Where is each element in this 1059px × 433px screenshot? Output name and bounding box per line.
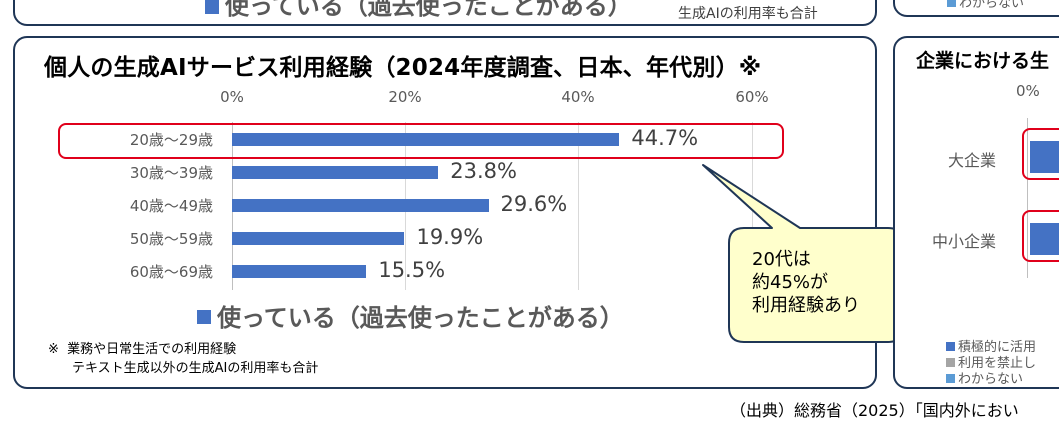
legend-label: 積極的に活用 (958, 340, 1037, 355)
enterprise-highlight-box (1022, 210, 1059, 262)
previous-chart-legend: 使っている（過去使ったことがある） (205, 0, 632, 21)
previous-right-panel (893, 0, 1059, 17)
legend-swatch-icon (946, 374, 955, 383)
enterprise-chart-panel (893, 36, 1059, 389)
x-tick: 60% (735, 88, 769, 106)
callout-text: 20代は 約45%が 利用経験あり (752, 248, 860, 317)
enterprise-legend: 積極的に活用 利用を禁止し わからない (946, 340, 1036, 388)
category-label: 40歳～49歳 (129, 197, 213, 215)
category-label: 60歳～69歳 (129, 263, 213, 281)
bar (232, 265, 367, 278)
value-label: 23.8% (450, 159, 517, 183)
value-label: 19.9% (416, 225, 484, 249)
enterprise-x-tick: 0% (1016, 82, 1040, 100)
enterprise-category: 中小企業 (932, 232, 997, 251)
previous-chart-note: 生成AIの利用率も合計 (678, 6, 818, 22)
previous-chart-panel (13, 0, 877, 26)
value-label: 29.6% (500, 192, 568, 216)
legend-swatch-icon (205, 0, 219, 14)
footnote-line2: テキスト生成以外の生成AIの利用率も合計 (72, 361, 319, 376)
enterprise-category: 大企業 (948, 151, 997, 170)
highlight-20s-box (58, 123, 784, 159)
enterprise-highlight-box (1022, 128, 1059, 180)
x-tick: 20% (388, 88, 422, 106)
enterprise-bar (1030, 223, 1059, 255)
footnote: ※ 業務や日常生活での利用経験 テキスト生成以外の生成AIの利用率も合計 (48, 340, 318, 378)
legend-swatch-icon (947, 0, 956, 7)
bar (232, 232, 405, 245)
footnote-line1: 業務や日常生活での利用経験 (67, 342, 237, 357)
callout-line: 20代は (752, 249, 811, 270)
legend-label: 利用を禁止し (958, 356, 1037, 371)
value-label: 15.5% (378, 258, 446, 282)
previous-right-legend-label: わからない (959, 0, 1025, 11)
footnote-mark: ※ (48, 342, 59, 357)
bar (232, 133, 620, 146)
legend-swatch-icon (197, 310, 211, 324)
category-label: 30歳～39歳 (129, 164, 213, 182)
category-label: 20歳～29歳 (129, 131, 213, 149)
legend-swatch-icon (946, 342, 955, 351)
previous-right-legend: わからない (947, 0, 1024, 11)
enterprise-chart-title: 企業における生 (916, 50, 1050, 72)
enterprise-y-axis-line (1027, 118, 1028, 278)
legend-label: わからない (958, 372, 1024, 387)
callout-line: 利用経験あり (752, 295, 860, 316)
legend-label: 使っている（過去使ったことがある） (217, 304, 624, 332)
bar (232, 199, 489, 212)
x-tick: 40% (561, 88, 595, 106)
x-tick: 0% (220, 88, 244, 106)
source-citation: （出典）総務省（2025）「国内外におい (730, 401, 1019, 420)
enterprise-bar (1030, 141, 1059, 173)
chart-legend: 使っている（過去使ったことがある） (197, 298, 624, 333)
enterprise-legend-item: 積極的に活用 (946, 340, 1036, 356)
chart-title: 個人の生成AIサービス利用経験（2024年度調査、日本、年代別）※ (44, 55, 762, 81)
callout-line: 約45%が (752, 272, 829, 293)
legend-swatch-icon (946, 358, 955, 367)
value-label: 44.7% (631, 126, 699, 150)
enterprise-legend-item: わからない (946, 372, 1036, 388)
previous-legend-label: 使っている（過去使ったことがある） (225, 0, 632, 20)
enterprise-legend-item: 利用を禁止し (946, 356, 1036, 372)
category-label: 50歳～59歳 (129, 230, 213, 248)
gridline (578, 122, 579, 290)
bar (232, 166, 439, 179)
